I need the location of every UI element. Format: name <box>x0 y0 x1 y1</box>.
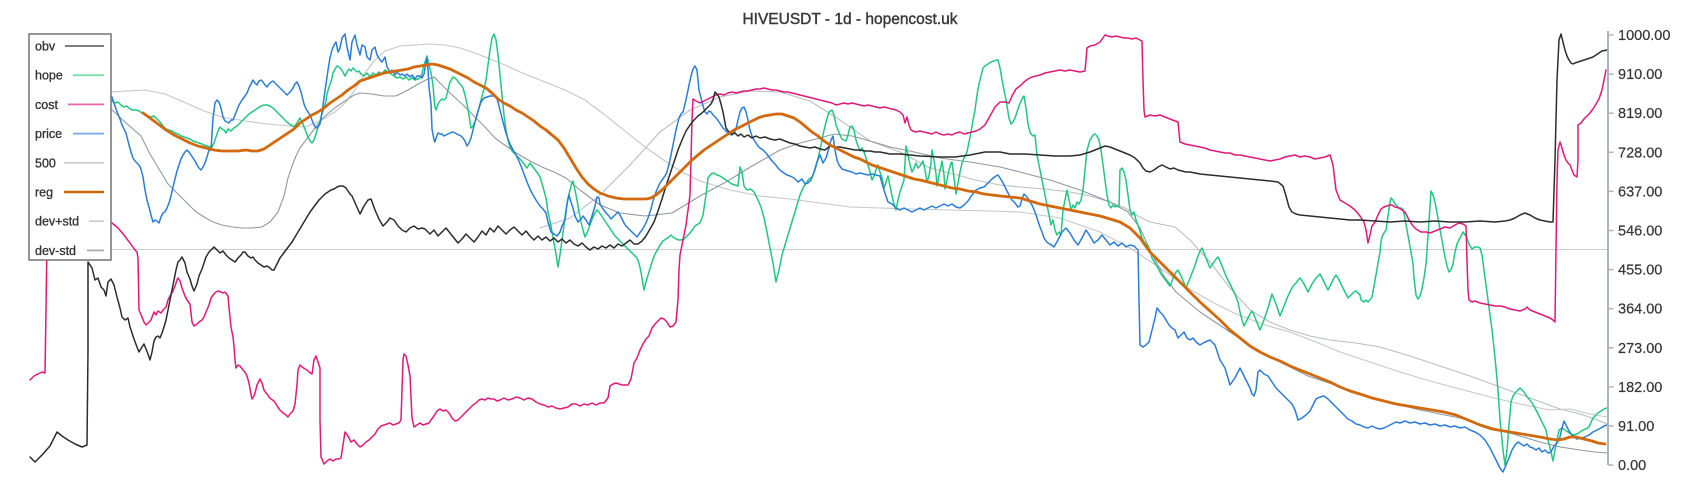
svg-text:364.00: 364.00 <box>1618 302 1662 318</box>
svg-text:obv: obv <box>35 40 56 54</box>
svg-text:182.00: 182.00 <box>1618 380 1662 396</box>
svg-text:91.00: 91.00 <box>1618 419 1654 435</box>
svg-text:500: 500 <box>35 156 56 170</box>
svg-text:273.00: 273.00 <box>1618 341 1662 357</box>
svg-text:price: price <box>35 127 62 141</box>
svg-text:reg: reg <box>35 186 53 200</box>
svg-text:dev-std: dev-std <box>35 244 76 258</box>
svg-text:cost: cost <box>35 98 58 112</box>
svg-text:728.00: 728.00 <box>1618 145 1662 161</box>
svg-text:546.00: 546.00 <box>1618 224 1662 240</box>
svg-text:637.00: 637.00 <box>1618 184 1662 200</box>
svg-text:dev+std: dev+std <box>35 215 79 229</box>
svg-text:455.00: 455.00 <box>1618 263 1662 279</box>
svg-text:hope: hope <box>35 69 63 83</box>
svg-text:819.00: 819.00 <box>1618 106 1662 122</box>
svg-text:0.00: 0.00 <box>1618 458 1646 474</box>
svg-text:1000.00: 1000.00 <box>1618 28 1670 44</box>
svg-text:910.00: 910.00 <box>1618 67 1662 83</box>
